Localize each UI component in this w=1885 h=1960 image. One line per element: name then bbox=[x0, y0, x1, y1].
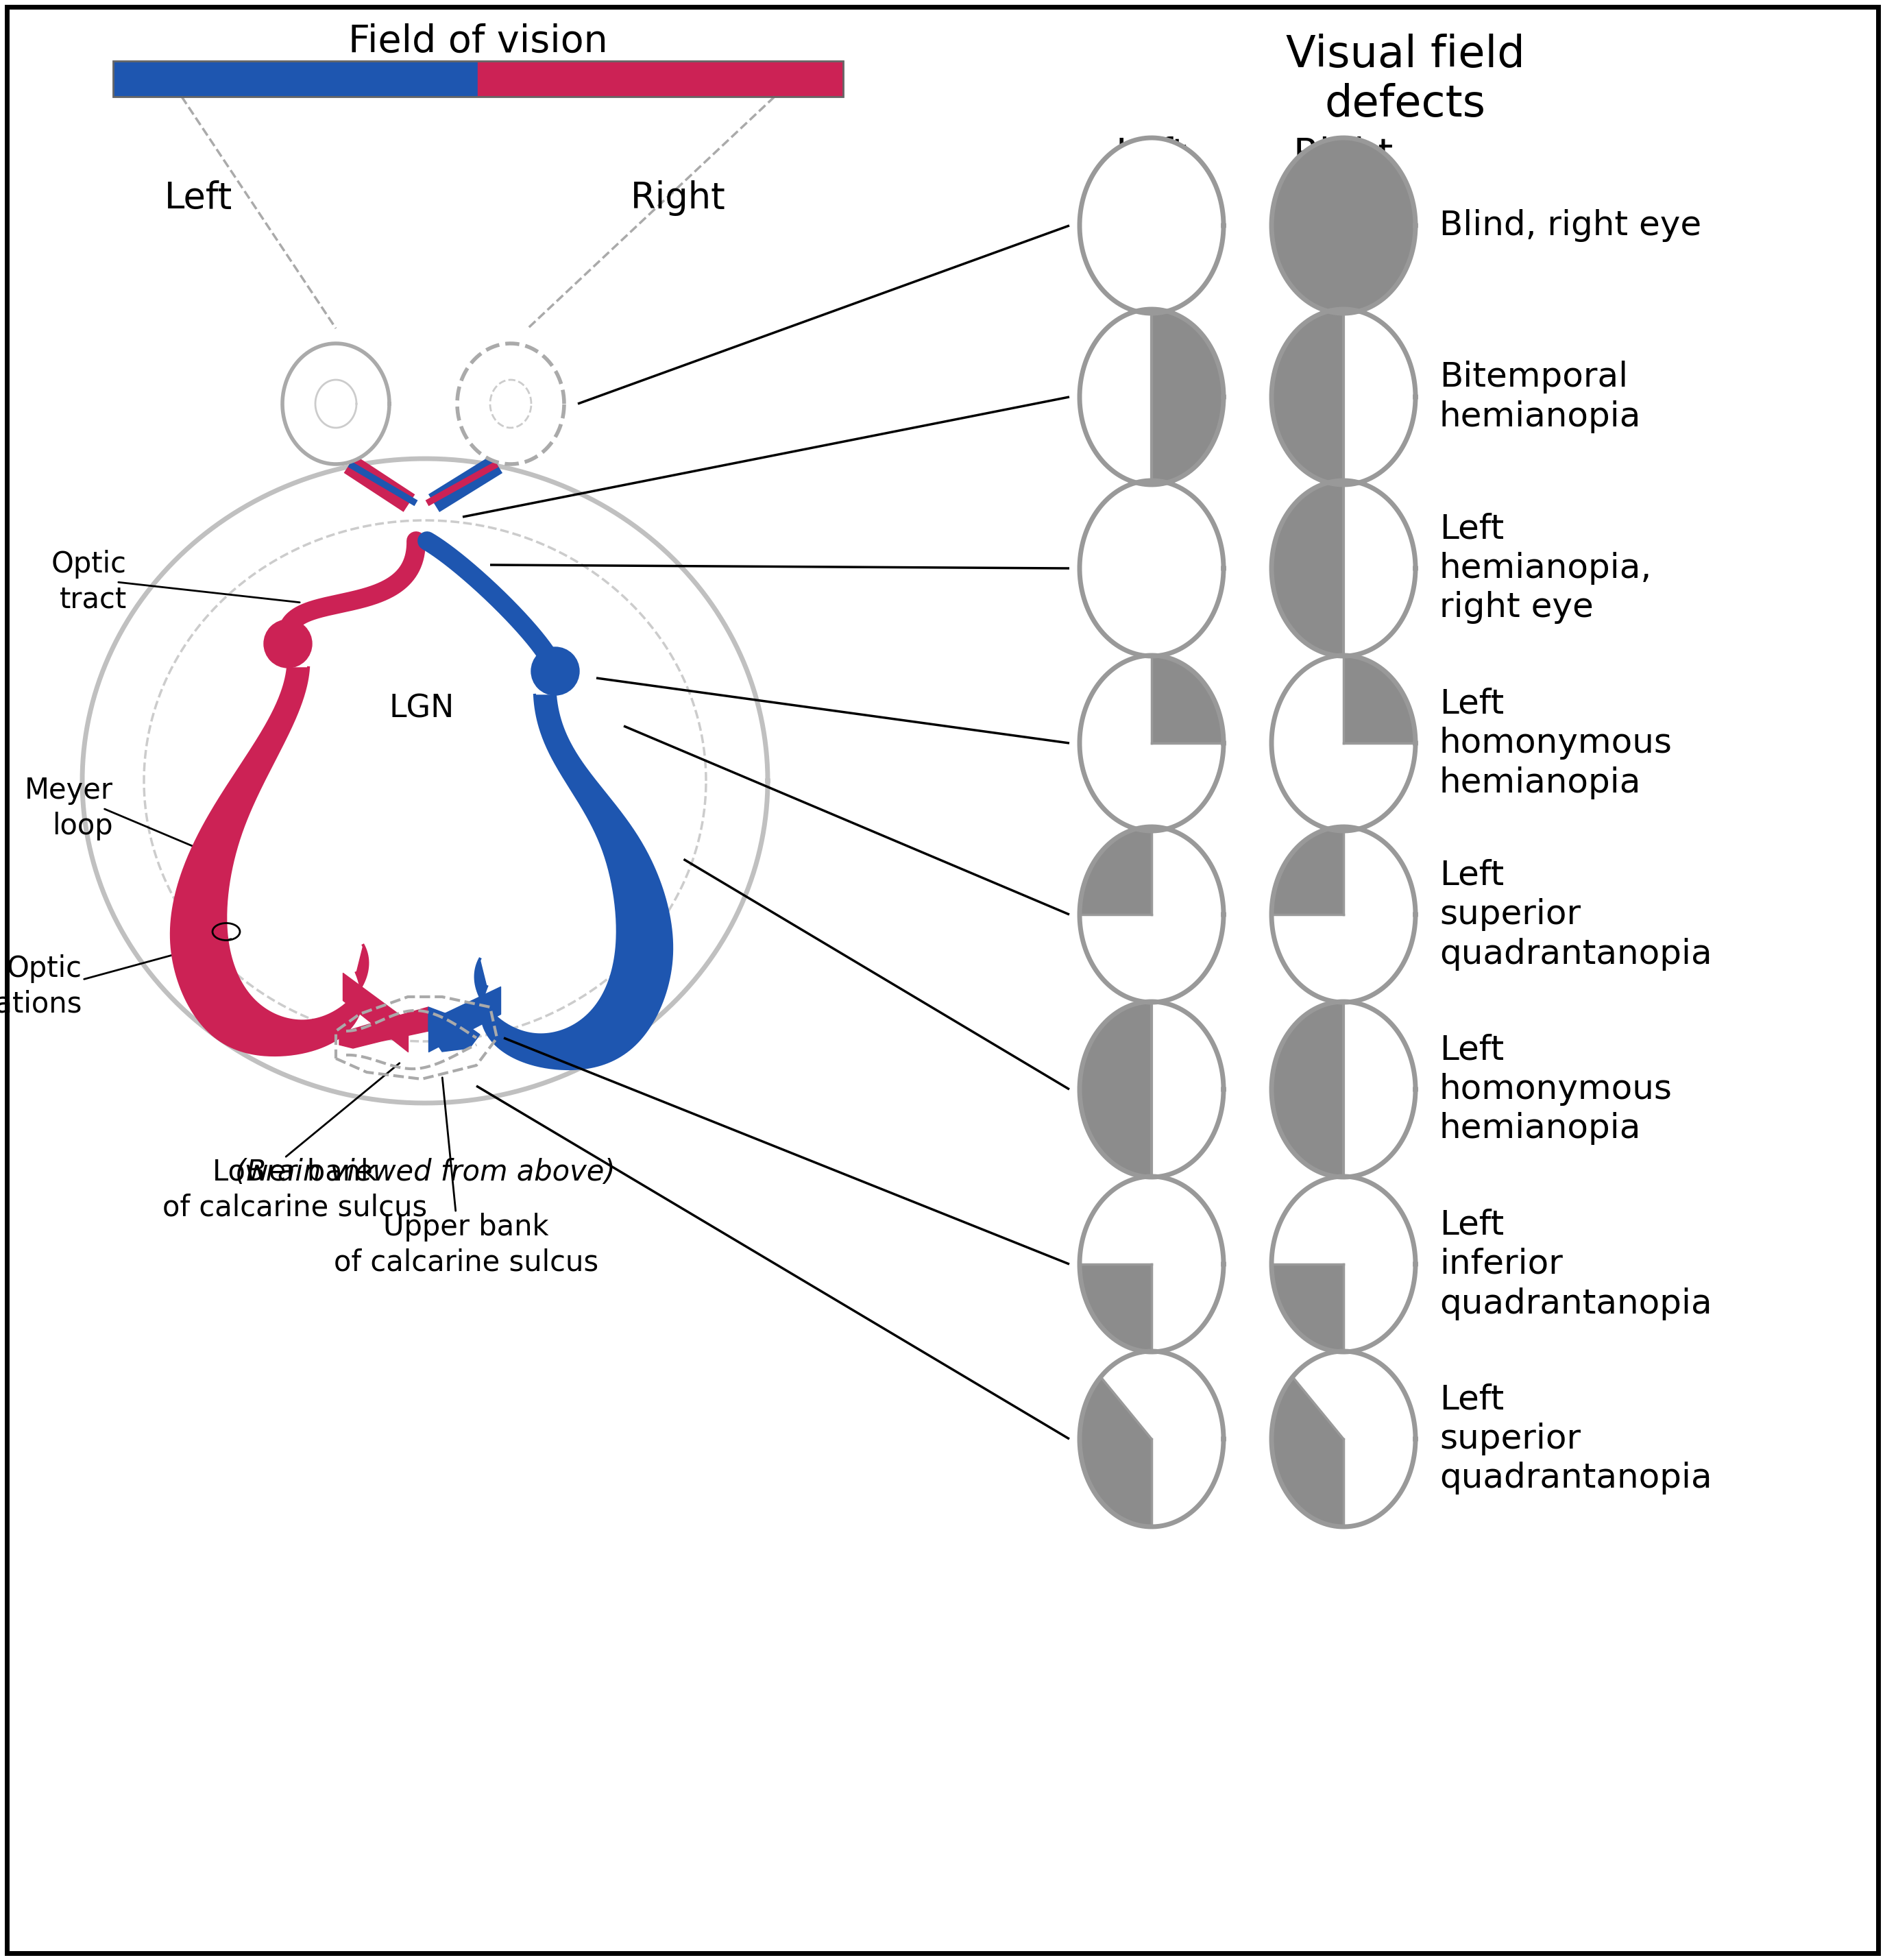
Text: LGN: LGN bbox=[388, 694, 454, 725]
Polygon shape bbox=[1080, 827, 1152, 915]
Polygon shape bbox=[1080, 1176, 1223, 1352]
FancyBboxPatch shape bbox=[400, 512, 445, 537]
Text: Left: Left bbox=[164, 180, 232, 216]
FancyBboxPatch shape bbox=[615, 860, 654, 907]
Text: Lower bank
of calcarine sulcus: Lower bank of calcarine sulcus bbox=[162, 1158, 428, 1223]
Polygon shape bbox=[1152, 310, 1223, 484]
Polygon shape bbox=[1272, 1264, 1344, 1352]
Circle shape bbox=[532, 647, 579, 696]
Polygon shape bbox=[1080, 1378, 1152, 1527]
Polygon shape bbox=[475, 696, 671, 1068]
FancyBboxPatch shape bbox=[375, 549, 420, 588]
Text: Left
hemianopia,
right eye: Left hemianopia, right eye bbox=[1440, 512, 1651, 623]
Polygon shape bbox=[1272, 827, 1344, 915]
Polygon shape bbox=[1272, 1378, 1344, 1527]
Polygon shape bbox=[1080, 137, 1223, 314]
Polygon shape bbox=[1272, 480, 1416, 657]
Polygon shape bbox=[83, 459, 767, 1103]
Text: Left
superior
quadrantanopia: Left superior quadrantanopia bbox=[1440, 1384, 1712, 1495]
Polygon shape bbox=[1272, 480, 1344, 657]
Polygon shape bbox=[1080, 1002, 1152, 1178]
FancyBboxPatch shape bbox=[435, 1027, 477, 1049]
Polygon shape bbox=[1152, 655, 1223, 743]
Text: Right
eye: Right eye bbox=[1293, 137, 1393, 216]
Text: Meyer
loop: Meyer loop bbox=[25, 776, 113, 841]
Polygon shape bbox=[458, 343, 564, 465]
Text: Upper bank
of calcarine sulcus: Upper bank of calcarine sulcus bbox=[334, 1213, 598, 1278]
Text: Bitemporal
hemianopia: Bitemporal hemianopia bbox=[1440, 361, 1642, 433]
Text: Blind, right eye: Blind, right eye bbox=[1440, 210, 1702, 241]
Text: Optic
tract: Optic tract bbox=[51, 551, 126, 613]
Polygon shape bbox=[1272, 827, 1416, 1002]
Bar bbox=[113, 61, 843, 96]
Polygon shape bbox=[1080, 1350, 1223, 1527]
Polygon shape bbox=[1272, 137, 1416, 314]
Text: Visual field
defects: Visual field defects bbox=[1286, 33, 1525, 125]
Text: (Brain viewed from above): (Brain viewed from above) bbox=[236, 1158, 615, 1186]
Polygon shape bbox=[1272, 310, 1344, 484]
Text: Left
eye: Left eye bbox=[1116, 137, 1188, 216]
Polygon shape bbox=[1272, 1176, 1416, 1352]
Text: Left
homonymous
hemianopia: Left homonymous hemianopia bbox=[1440, 688, 1672, 800]
Text: Left
superior
quadrantanopia: Left superior quadrantanopia bbox=[1440, 858, 1712, 970]
Polygon shape bbox=[1272, 1350, 1416, 1527]
Polygon shape bbox=[1272, 1002, 1344, 1178]
Polygon shape bbox=[1272, 655, 1416, 831]
Polygon shape bbox=[1272, 1002, 1416, 1178]
Polygon shape bbox=[172, 668, 368, 1054]
Circle shape bbox=[264, 619, 311, 668]
Text: Optic
radiations: Optic radiations bbox=[0, 955, 83, 1019]
Text: Field of vision: Field of vision bbox=[349, 24, 607, 61]
Polygon shape bbox=[1080, 827, 1223, 1002]
Polygon shape bbox=[1272, 310, 1416, 484]
Text: Left
homonymous
hemianopia: Left homonymous hemianopia bbox=[1440, 1033, 1672, 1145]
FancyBboxPatch shape bbox=[381, 1027, 422, 1049]
Polygon shape bbox=[1080, 310, 1223, 484]
Polygon shape bbox=[428, 1007, 481, 1053]
Text: Left
inferior
quadrantanopia: Left inferior quadrantanopia bbox=[1440, 1207, 1712, 1319]
Text: Right: Right bbox=[631, 180, 726, 216]
Polygon shape bbox=[1344, 655, 1416, 743]
Polygon shape bbox=[1080, 480, 1223, 657]
Polygon shape bbox=[1080, 1002, 1223, 1178]
FancyBboxPatch shape bbox=[520, 692, 562, 713]
FancyBboxPatch shape bbox=[288, 664, 330, 686]
Polygon shape bbox=[1080, 1264, 1152, 1352]
FancyBboxPatch shape bbox=[435, 549, 483, 588]
Polygon shape bbox=[1272, 137, 1416, 314]
Polygon shape bbox=[283, 343, 390, 465]
Polygon shape bbox=[339, 1007, 428, 1049]
Polygon shape bbox=[1080, 655, 1223, 831]
